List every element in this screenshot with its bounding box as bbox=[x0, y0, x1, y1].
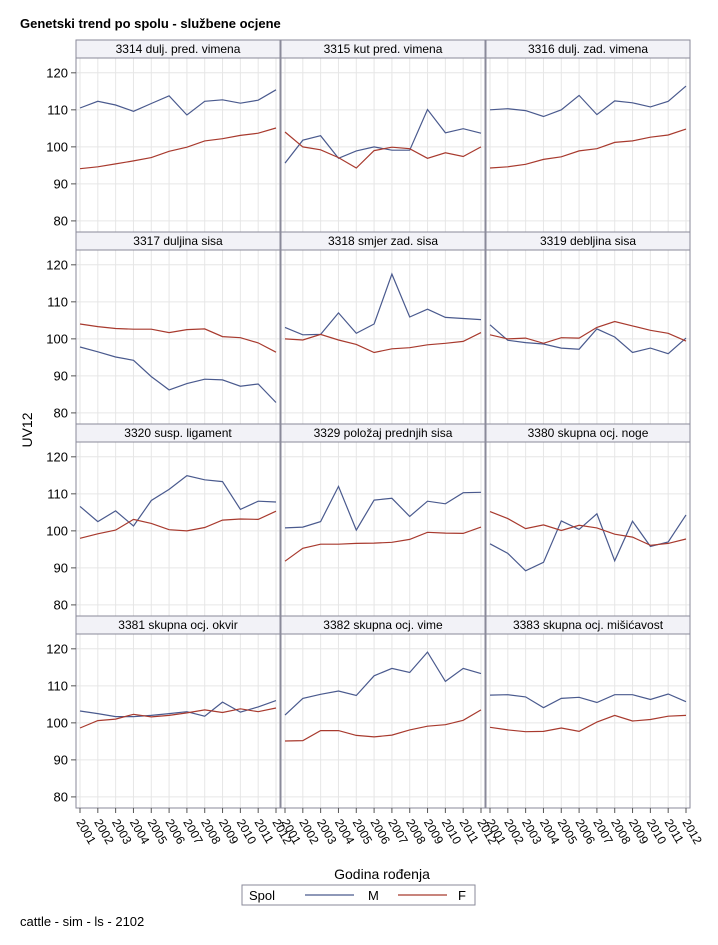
series-line-m bbox=[284, 651, 482, 716]
panel-title: 3314 dulj. pred. vimena bbox=[116, 42, 241, 56]
series-line-f bbox=[79, 323, 277, 353]
y-tick-label: 90 bbox=[54, 752, 68, 767]
series-line-m bbox=[79, 89, 277, 116]
legend-label-f: F bbox=[458, 888, 466, 903]
y-tick-label: 80 bbox=[54, 213, 68, 228]
y-tick-label: 90 bbox=[54, 560, 68, 575]
panel: 3318 smjer zad. sisa bbox=[280, 231, 486, 425]
plot-area bbox=[281, 58, 485, 232]
legend-label-m: M bbox=[368, 888, 379, 903]
series-line-m bbox=[489, 324, 687, 355]
panel: 3314 dulj. pred. vimena 80 90 100 110 120 bbox=[46, 39, 281, 233]
panel-title: 3382 skupna ocj. vime bbox=[323, 618, 443, 632]
plot-area bbox=[486, 634, 690, 808]
y-tick-label: 100 bbox=[46, 139, 68, 154]
plot-area bbox=[281, 442, 485, 616]
series-line-f bbox=[284, 526, 482, 562]
series-line-f bbox=[79, 510, 277, 539]
y-tick-label: 110 bbox=[47, 486, 68, 501]
panel-title: 3329 položaj prednjih sisa bbox=[314, 426, 453, 440]
y-tick-label: 110 bbox=[47, 678, 68, 693]
y-tick-label: 80 bbox=[54, 789, 68, 804]
panel-title: 3320 susp. ligament bbox=[124, 426, 232, 440]
panel: 3319 debljina sisa bbox=[485, 231, 691, 425]
series-line-f bbox=[284, 131, 482, 169]
panel-title: 3317 duljina sisa bbox=[133, 234, 223, 248]
series-line-f bbox=[489, 714, 687, 733]
y-tick-label: 120 bbox=[46, 449, 68, 464]
series-line-m bbox=[284, 484, 482, 532]
panel-grid: 3314 dulj. pred. vimena 80 90 100 110 120 3315… bbox=[46, 39, 691, 809]
panel-title: 3380 skupna ocj. noge bbox=[528, 426, 649, 440]
y-tick-label: 90 bbox=[54, 368, 68, 383]
plot-area bbox=[76, 442, 280, 616]
y-tick-label: 100 bbox=[46, 523, 68, 538]
y-tick-label: 120 bbox=[46, 65, 68, 80]
plot-area bbox=[486, 250, 690, 424]
series-line-f bbox=[79, 127, 277, 170]
chart-title: Genetski trend po spolu - službene ocjen… bbox=[20, 16, 281, 31]
plot-area bbox=[281, 250, 485, 424]
series-line-f bbox=[489, 320, 687, 344]
y-tick-label: 100 bbox=[46, 331, 68, 346]
panel: 3383 skupna ocj. mišićavost bbox=[485, 615, 691, 809]
series-line-m bbox=[79, 475, 277, 527]
series-line-f bbox=[284, 332, 482, 354]
x-axis-label: Godina rođenja bbox=[334, 866, 430, 882]
panel-title: 3316 dulj. zad. vimena bbox=[528, 42, 648, 56]
series-line-f bbox=[489, 128, 687, 169]
panel-title: 3318 smjer zad. sisa bbox=[328, 234, 438, 248]
panel: 3381 skupna ocj. okvir 80 90 100 110 120 bbox=[46, 615, 281, 809]
plot-frame bbox=[75, 633, 281, 809]
series-line-f bbox=[489, 511, 687, 546]
panel: 3329 položaj prednjih sisa bbox=[280, 423, 486, 617]
panel-title: 3319 debljina sisa bbox=[540, 234, 636, 248]
panel: 3315 kut pred. vimena bbox=[280, 39, 486, 233]
panel: 3316 dulj. zad. vimena bbox=[485, 39, 691, 233]
series-line-f bbox=[284, 709, 482, 742]
series-line-m bbox=[489, 693, 687, 709]
panel: 3320 susp. ligament 80 90 100 110 120 bbox=[46, 423, 281, 617]
plot-frame bbox=[280, 633, 486, 809]
series-line-f bbox=[79, 707, 277, 729]
legend-title: Spol bbox=[249, 888, 275, 903]
series-line-m bbox=[489, 85, 687, 118]
plot-area bbox=[76, 250, 280, 424]
y-tick-label: 110 bbox=[47, 102, 68, 117]
y-tick-label: 100 bbox=[46, 715, 68, 730]
panel-title: 3315 kut pred. vimena bbox=[324, 42, 443, 56]
legend: Spol M F bbox=[241, 884, 476, 906]
y-tick-label: 110 bbox=[47, 294, 68, 309]
y-tick-label: 80 bbox=[54, 405, 68, 420]
series-line-m bbox=[79, 346, 277, 403]
y-tick-label: 90 bbox=[54, 176, 68, 191]
series-line-m bbox=[489, 512, 687, 572]
y-tick-label: 120 bbox=[46, 641, 68, 656]
plot-area bbox=[76, 634, 280, 808]
panel-title: 3381 skupna ocj. okvir bbox=[118, 618, 237, 632]
y-tick-label: 120 bbox=[46, 257, 68, 272]
legend-frame bbox=[241, 884, 476, 906]
plot-area bbox=[486, 58, 690, 232]
panel: 3382 skupna ocj. vime bbox=[280, 615, 486, 809]
plot-area bbox=[76, 58, 280, 232]
panel: 3380 skupna ocj. noge bbox=[485, 423, 691, 617]
plot-area bbox=[281, 634, 485, 808]
series-line-m bbox=[79, 700, 277, 718]
y-tick-label: 80 bbox=[54, 597, 68, 612]
panel-title: 3383 skupna ocj. mišićavost bbox=[513, 618, 664, 632]
y-axis-label: UV12 bbox=[19, 412, 35, 447]
series-line-m bbox=[284, 272, 482, 336]
panel: 3317 duljina sisa 80 90 100 110 120 bbox=[46, 231, 281, 425]
plot-area bbox=[486, 442, 690, 616]
x-axis-ticks: 2001200220032004200520062007200820092010… bbox=[73, 808, 705, 847]
plot-frame bbox=[485, 633, 691, 809]
footer-note: cattle - sim - ls - 2102 bbox=[20, 914, 144, 929]
